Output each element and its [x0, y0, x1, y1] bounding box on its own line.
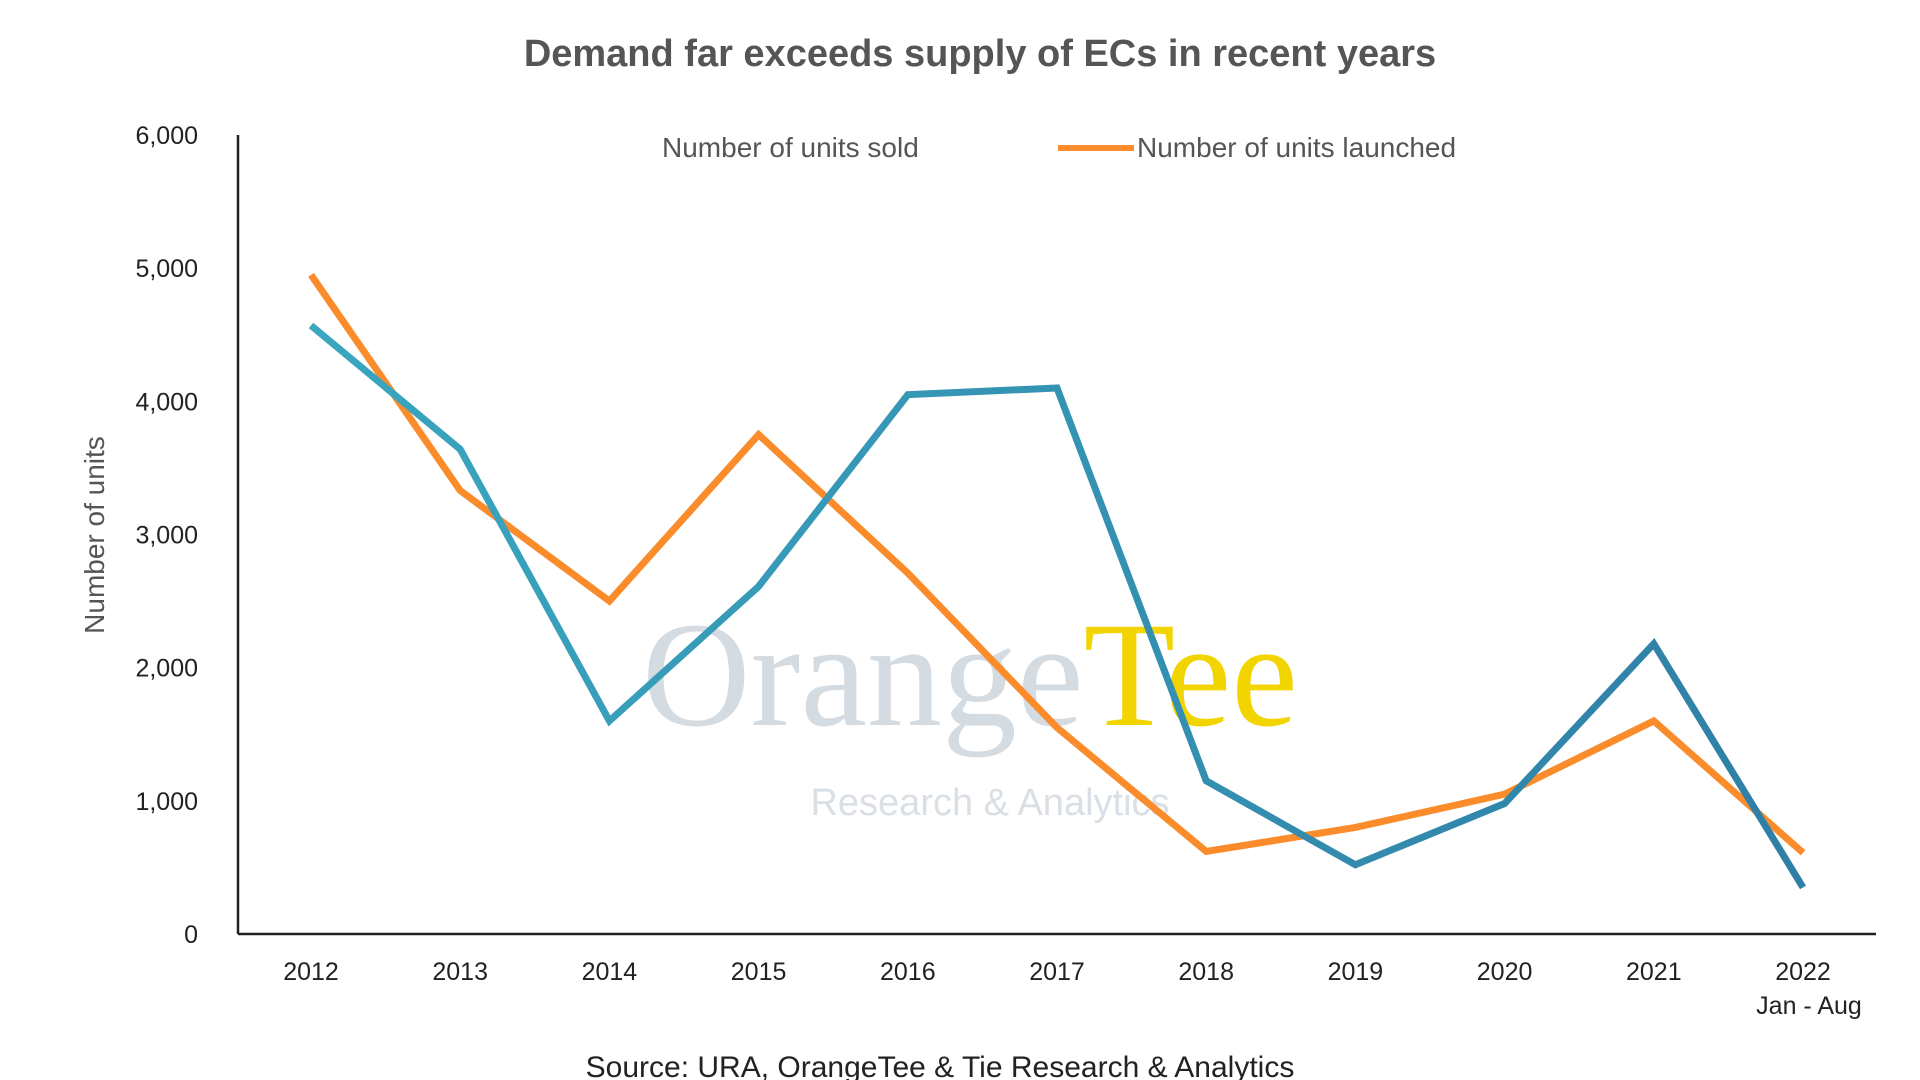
y-tick-label: 2,000 [135, 655, 198, 683]
source-note: Source: URA, OrangeTee & Tie Research & … [586, 1051, 1295, 1080]
x-tick-sublabel: Jan - Aug [1756, 992, 1862, 1020]
watermark: OrangeTee Research & Analytics [642, 592, 1298, 824]
legend: Number of units sold Number of units lau… [586, 132, 1456, 163]
chart-title: Demand far exceeds supply of ECs in rece… [524, 33, 1436, 75]
x-tick-label: 2013 [432, 958, 488, 986]
watermark-logo: OrangeTee [642, 592, 1298, 758]
y-tick-label: 6,000 [135, 122, 198, 150]
legend-label-sold: Number of units sold [662, 132, 919, 163]
x-tick-labels: 2012 2013 2014 2015 2016 2017 2018 2019 2020 2021… [283, 958, 1862, 1020]
legend-item-launched: Number of units launched [1058, 132, 1456, 163]
x-tick-label: 2016 [880, 958, 936, 986]
y-tick-label: 1,000 [135, 788, 198, 816]
x-tick-label: 2022 [1775, 958, 1831, 986]
x-tick-label: 2018 [1178, 958, 1234, 986]
legend-label-launched: Number of units launched [1137, 132, 1456, 163]
series-lines [308, 272, 1806, 890]
y-tick-labels: 0 1,000 2,000 3,000 4,000 5,000 6,000 [135, 122, 198, 949]
x-tick-label: 2019 [1328, 958, 1384, 986]
series-line-units-launched [308, 272, 1806, 856]
x-tick-label: 2014 [582, 958, 638, 986]
watermark-subtitle: Research & Analytics [810, 782, 1169, 824]
y-tick-label: 4,000 [135, 388, 198, 416]
y-tick-label: 0 [184, 921, 198, 949]
legend-item-sold: Number of units sold [586, 132, 919, 163]
x-tick-label: 2015 [731, 958, 787, 986]
y-tick-label: 5,000 [135, 255, 198, 283]
y-axis-label: Number of units [79, 436, 110, 634]
x-tick-label: 2021 [1626, 958, 1682, 986]
y-tick-label: 3,000 [135, 522, 198, 550]
x-tick-label: 2012 [283, 958, 339, 986]
x-tick-label: 2017 [1029, 958, 1085, 986]
x-tick-label: 2020 [1477, 958, 1533, 986]
series-line-units-sold [308, 322, 1806, 890]
